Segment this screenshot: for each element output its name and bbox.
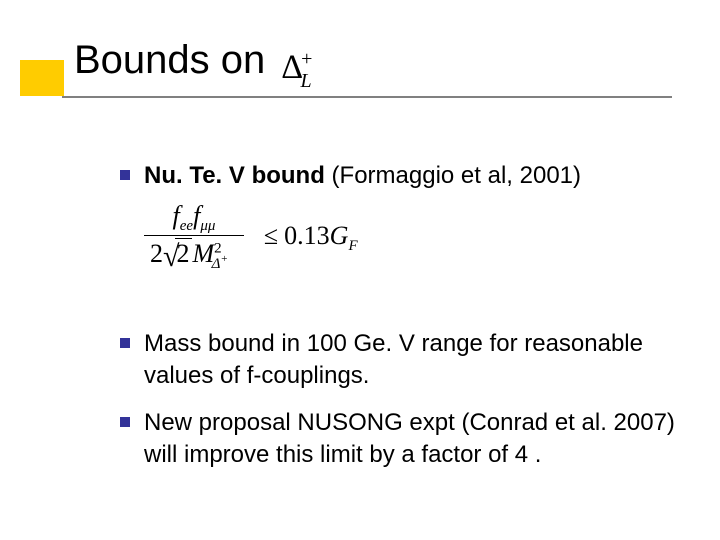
title-accent-bar [20, 60, 64, 96]
list-item: Nu. Te. V bound (Formaggio et al, 2001) [120, 160, 680, 192]
formula: feefμμ 2√2M2Δ+ ≤0.13GF [144, 200, 504, 276]
bullet-icon [120, 338, 130, 348]
bullet-1-rest: (Formaggio et al, 2001) [325, 162, 581, 189]
list-item: Mass bound in 100 Ge. V range for reason… [120, 328, 690, 393]
bullet-3-text: New proposal NUSONG expt (Conrad et al. … [144, 407, 690, 472]
numerator: feefμμ [144, 200, 244, 236]
bullet-icon [120, 170, 130, 180]
title-symbol: Δ+L [281, 48, 325, 91]
title-text: Bounds on [74, 38, 265, 83]
rhs-value: 0.13GF [284, 221, 357, 250]
bullet-1-text: Nu. Te. V bound (Formaggio et al, 2001) [144, 160, 581, 192]
body-lower: Mass bound in 100 Ge. V range for reason… [120, 328, 690, 486]
slide: { "colors": { "accent": "#ffcc00", "bull… [0, 0, 720, 540]
fraction: feefμμ 2√2M2Δ+ [144, 200, 244, 276]
denominator: 2√2M2Δ+ [144, 236, 244, 276]
bullet-2-text: Mass bound in 100 Ge. V range for reason… [144, 328, 690, 393]
list-item: New proposal NUSONG expt (Conrad et al. … [120, 407, 690, 472]
bullet-1-strong: Nu. Te. V bound [144, 162, 325, 189]
bullet-icon [120, 417, 130, 427]
slide-title: Bounds on Δ+L [74, 38, 326, 87]
title-underline [62, 96, 672, 98]
relation-rhs: ≤0.13GF [258, 221, 358, 255]
relation-symbol: ≤ [264, 221, 278, 250]
